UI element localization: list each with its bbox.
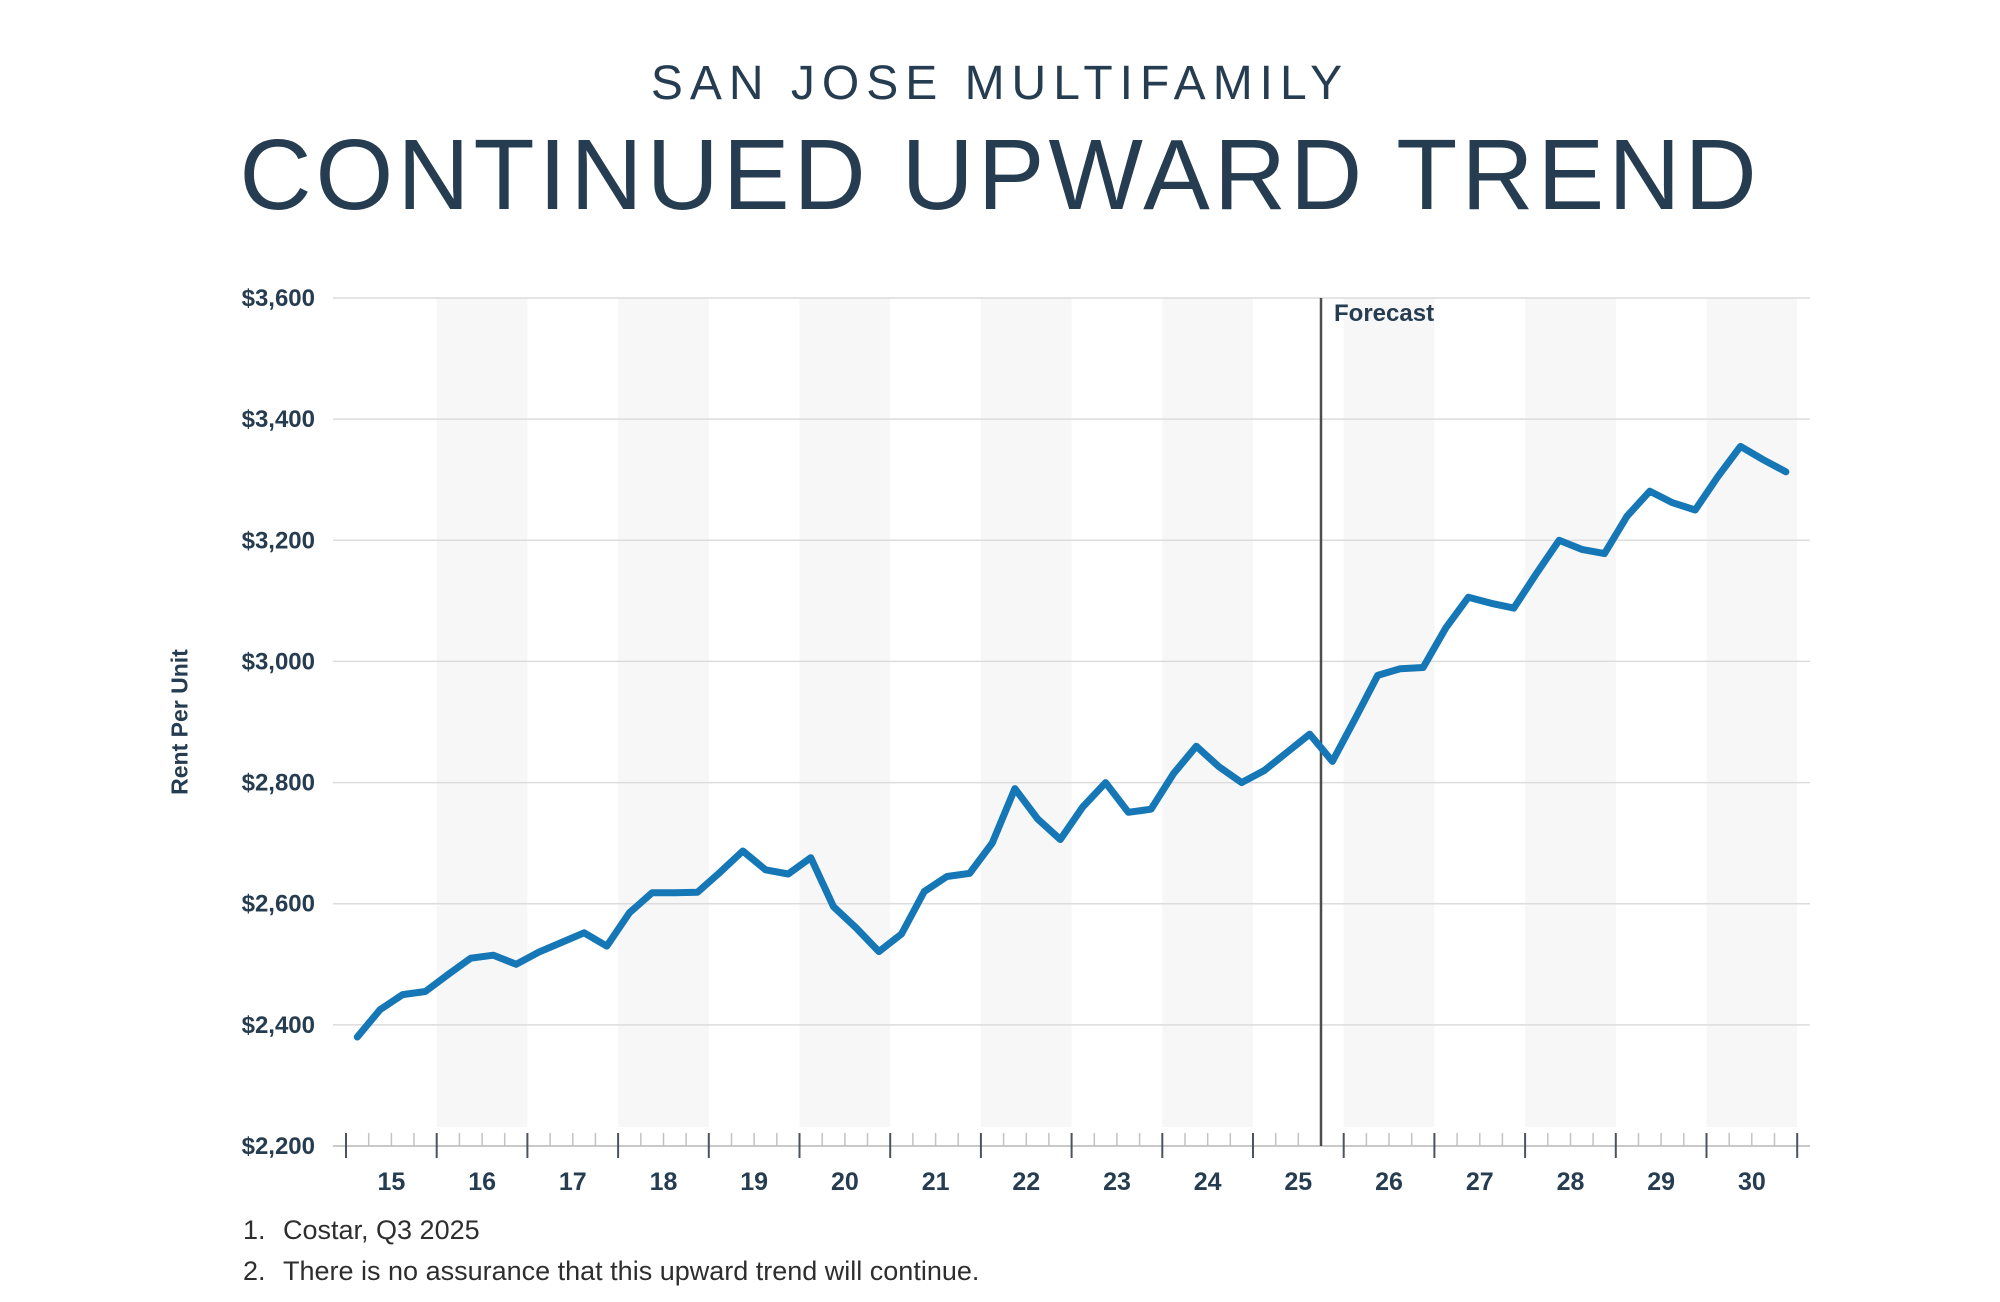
x-axis-tick-label: 18: [650, 1168, 678, 1196]
x-axis-tick-label: 19: [740, 1168, 768, 1196]
y-axis-title: Rent Per Unit: [166, 649, 193, 795]
year-band: [1162, 298, 1253, 1127]
chart-main-title: CONTINUED UPWARD TREND: [239, 119, 1761, 231]
x-axis-tick-label: 29: [1647, 1168, 1675, 1196]
forecast-label: Forecast: [1334, 300, 1435, 327]
footnote-2-text: There is no assurance that this upward t…: [283, 1256, 980, 1286]
x-axis-tick-label: 23: [1103, 1168, 1131, 1196]
y-axis-tick-label: $3,000: [242, 648, 315, 675]
x-axis-tick-label: 20: [831, 1168, 859, 1196]
x-axis-tick-label: 26: [1375, 1168, 1403, 1196]
x-axis-tick-label: 15: [377, 1168, 405, 1196]
rent-series-line: [353, 442, 1790, 1041]
footnotes: 1. Costar, Q3 2025 2. There is no assura…: [243, 1210, 979, 1292]
x-axis-tick-label: 22: [1012, 1168, 1040, 1196]
x-axis-tick-label: 25: [1284, 1168, 1312, 1196]
year-band: [980, 298, 1072, 1127]
x-axis-tick-label: 27: [1466, 1168, 1494, 1196]
y-axis-tick-label: $3,600: [242, 285, 315, 312]
footnote-2: 2. There is no assurance that this upwar…: [243, 1251, 979, 1292]
y-axis-tick-label: $2,400: [242, 1012, 315, 1039]
year-band: [799, 298, 891, 1127]
footnote-1: 1. Costar, Q3 2025: [243, 1210, 979, 1251]
year-band: [1706, 298, 1798, 1127]
footnote-1-text: Costar, Q3 2025: [283, 1215, 480, 1245]
x-axis-tick-label: 16: [468, 1168, 496, 1196]
chart-header: SAN JOSE MULTIFAMILY CONTINUED UPWARD TR…: [0, 0, 2000, 225]
x-axis-tick-label: 28: [1557, 1168, 1585, 1196]
y-axis-tick-label: $2,600: [242, 891, 315, 918]
y-axis-tick-label: $2,200: [242, 1133, 315, 1160]
year-band: [1525, 298, 1616, 1127]
footnote-2-number: 2.: [243, 1256, 266, 1286]
chart-subtitle: SAN JOSE MULTIFAMILY: [650, 57, 1350, 110]
y-axis-tick-label: $2,800: [242, 770, 315, 797]
year-band: [436, 298, 528, 1127]
x-axis-tick-label: 30: [1738, 1168, 1766, 1196]
x-axis-tick-label: 17: [559, 1168, 587, 1196]
year-band: [618, 298, 709, 1127]
y-axis-tick-label: $3,400: [242, 406, 315, 433]
footnote-1-number: 1.: [243, 1215, 266, 1245]
x-axis-tick-label: 24: [1194, 1168, 1222, 1196]
y-axis-tick-label: $3,200: [242, 527, 315, 554]
x-axis-tick-label: 21: [922, 1168, 950, 1196]
